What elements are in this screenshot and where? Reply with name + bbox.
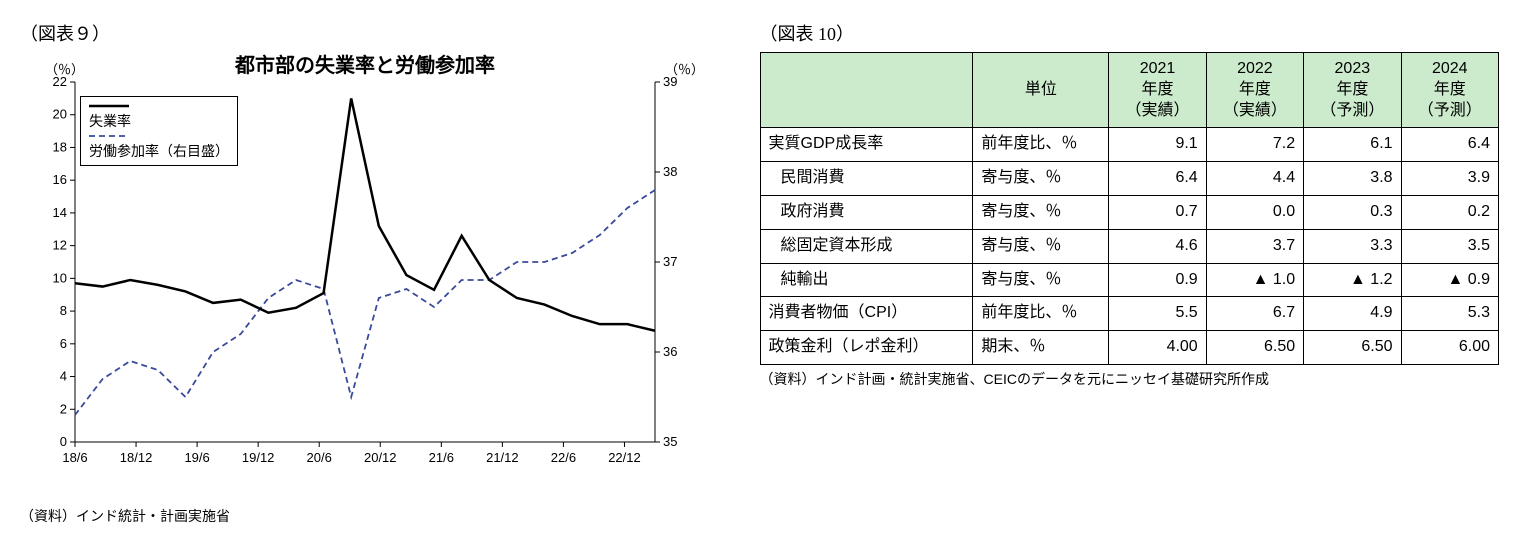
svg-text:8: 8 xyxy=(60,303,67,318)
row-value: 0.9 xyxy=(1109,263,1206,297)
row-unit: 前年度比、％ xyxy=(973,128,1109,162)
row-value: 5.5 xyxy=(1109,297,1206,331)
row-value: 6.7 xyxy=(1206,297,1303,331)
row-value: 3.7 xyxy=(1206,229,1303,263)
row-label: 純輸出 xyxy=(760,263,973,297)
chart9-source: （資料）インド統計・計画実施省 xyxy=(20,506,730,526)
row-label: 消費者物価（CPI） xyxy=(760,297,973,331)
th-2022: 2022 年度 （実績） xyxy=(1206,53,1303,128)
row-unit: 前年度比、％ xyxy=(973,297,1109,331)
row-value: 0.0 xyxy=(1206,195,1303,229)
table10-caption: （図表 10） xyxy=(760,20,1499,46)
th-2024: 2024 年度 （予測） xyxy=(1401,53,1498,128)
svg-text:37: 37 xyxy=(663,254,677,269)
row-value: 0.7 xyxy=(1109,195,1206,229)
svg-text:4: 4 xyxy=(60,369,67,384)
svg-text:12: 12 xyxy=(53,238,67,253)
row-value: 0.2 xyxy=(1401,195,1498,229)
th-unit: 単位 xyxy=(973,53,1109,128)
row-label: 政府消費 xyxy=(760,195,973,229)
svg-text:39: 39 xyxy=(663,74,677,89)
row-value: 6.50 xyxy=(1304,331,1401,365)
th-blank xyxy=(760,53,973,128)
svg-text:14: 14 xyxy=(53,205,67,220)
svg-text:10: 10 xyxy=(53,270,67,285)
svg-text:18: 18 xyxy=(53,139,67,154)
svg-text:35: 35 xyxy=(663,434,677,449)
row-value: 6.4 xyxy=(1401,128,1498,162)
svg-text:20/12: 20/12 xyxy=(364,450,397,465)
row-value: 6.1 xyxy=(1304,128,1401,162)
chart9: 都市部の失業率と労働参加率（％）（％）024681012141618202235… xyxy=(20,52,710,502)
row-label: 総固定資本形成 xyxy=(760,229,973,263)
row-unit: 寄与度、％ xyxy=(973,162,1109,196)
row-value: 6.50 xyxy=(1206,331,1303,365)
forecast-table: 単位 2021 年度 （実績） 2022 年度 （実績） 2023 年度 xyxy=(760,52,1499,365)
svg-text:19/6: 19/6 xyxy=(184,450,209,465)
row-value: ▲ 1.0 xyxy=(1206,263,1303,297)
svg-text:都市部の失業率と労働参加率: 都市部の失業率と労働参加率 xyxy=(234,53,495,77)
svg-text:6: 6 xyxy=(60,336,67,351)
chart9-caption: （図表９） xyxy=(20,20,730,46)
row-value: ▲ 1.2 xyxy=(1304,263,1401,297)
row-value: 4.6 xyxy=(1109,229,1206,263)
row-value: 3.5 xyxy=(1401,229,1498,263)
row-value: 7.2 xyxy=(1206,128,1303,162)
svg-text:16: 16 xyxy=(53,172,67,187)
svg-text:21/6: 21/6 xyxy=(429,450,454,465)
legend-s1: 失業率 xyxy=(89,113,131,129)
svg-text:22: 22 xyxy=(53,74,67,89)
svg-text:21/12: 21/12 xyxy=(486,450,519,465)
row-value: 4.9 xyxy=(1304,297,1401,331)
row-value: 6.4 xyxy=(1109,162,1206,196)
svg-text:22/12: 22/12 xyxy=(608,450,641,465)
th-2021: 2021 年度 （実績） xyxy=(1109,53,1206,128)
row-value: 0.3 xyxy=(1304,195,1401,229)
row-unit: 寄与度、％ xyxy=(973,195,1109,229)
row-value: 6.00 xyxy=(1401,331,1498,365)
row-value: 9.1 xyxy=(1109,128,1206,162)
svg-text:0: 0 xyxy=(60,434,67,449)
row-value: 3.8 xyxy=(1304,162,1401,196)
svg-text:20: 20 xyxy=(53,107,67,122)
row-value: 5.3 xyxy=(1401,297,1498,331)
svg-text:38: 38 xyxy=(663,164,677,179)
svg-text:18/12: 18/12 xyxy=(120,450,153,465)
row-unit: 寄与度、％ xyxy=(973,263,1109,297)
svg-text:22/6: 22/6 xyxy=(551,450,576,465)
row-label: 政策金利（レポ金利） xyxy=(760,331,973,365)
chart9-legend: 失業率 労働参加率（右目盛） xyxy=(80,96,238,166)
row-unit: 寄与度、％ xyxy=(973,229,1109,263)
row-value: 3.9 xyxy=(1401,162,1498,196)
row-value: 4.4 xyxy=(1206,162,1303,196)
row-unit: 期末、％ xyxy=(973,331,1109,365)
row-label: 実質GDP成長率 xyxy=(760,128,973,162)
svg-text:19/12: 19/12 xyxy=(242,450,275,465)
row-value: ▲ 0.9 xyxy=(1401,263,1498,297)
svg-text:36: 36 xyxy=(663,344,677,359)
table10-source: （資料）インド計画・統計実施省、CEICのデータを元にニッセイ基礎研究所作成 xyxy=(760,369,1499,389)
svg-text:20/6: 20/6 xyxy=(307,450,332,465)
row-label: 民間消費 xyxy=(760,162,973,196)
svg-text:18/6: 18/6 xyxy=(62,450,87,465)
th-2023: 2023 年度 （予測） xyxy=(1304,53,1401,128)
row-value: 4.00 xyxy=(1109,331,1206,365)
legend-s2: 労働参加率（右目盛） xyxy=(89,143,229,159)
row-value: 3.3 xyxy=(1304,229,1401,263)
svg-text:2: 2 xyxy=(60,401,67,416)
